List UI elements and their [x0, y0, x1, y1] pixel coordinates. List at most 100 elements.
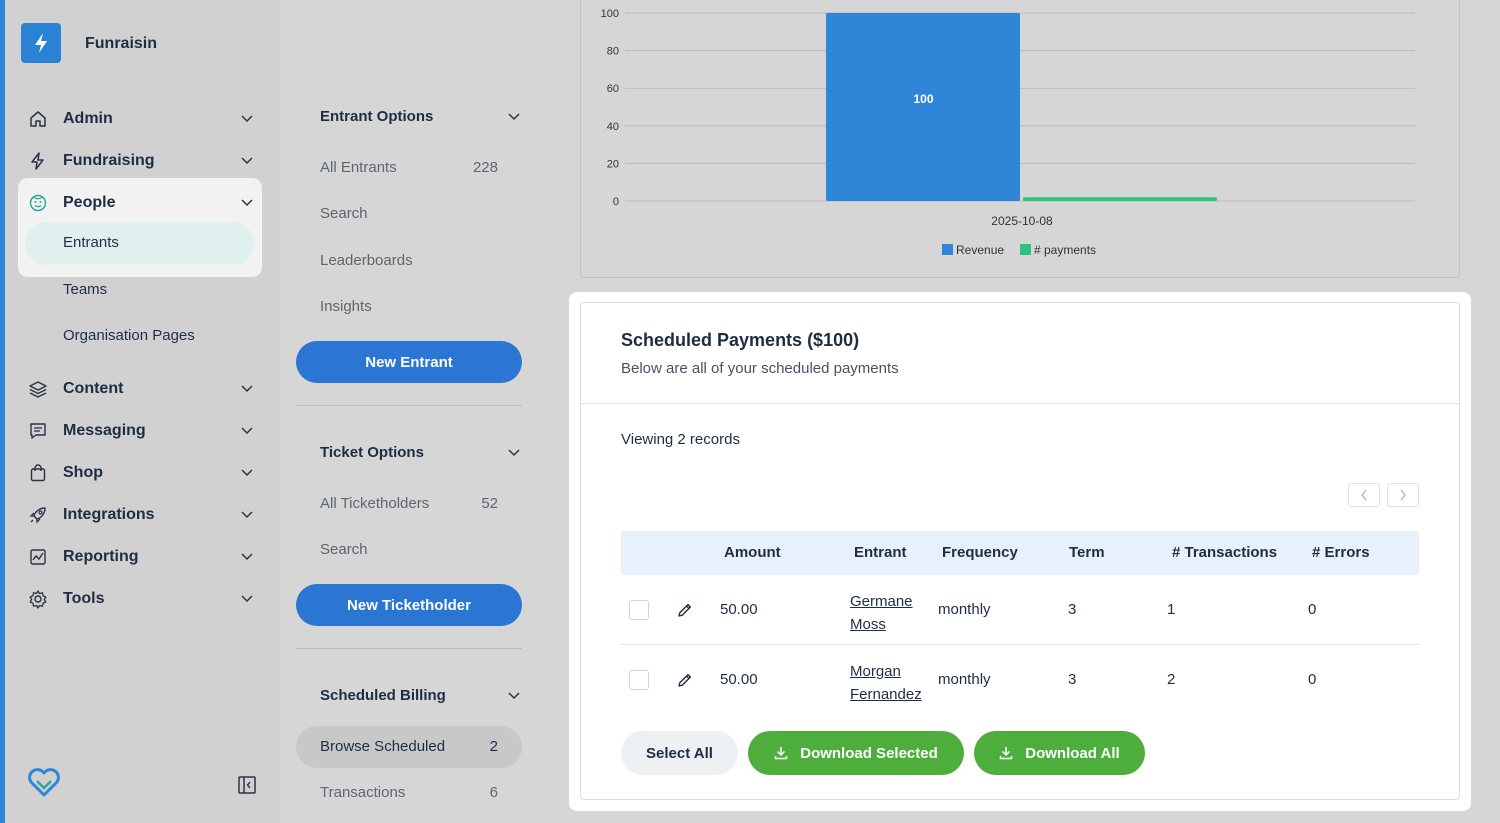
chevron-left-icon [1361, 489, 1367, 501]
download-selected-button[interactable]: Download Selected [748, 731, 964, 775]
sidebar-item-label: Tools [63, 590, 105, 607]
y-tick-label: 40 [607, 121, 619, 133]
card-subtitle: Below are all of your scheduled payments [621, 360, 899, 377]
mid-item-search[interactable]: Search [320, 205, 498, 222]
download-all-button[interactable]: Download All [974, 731, 1145, 775]
entrant-first-name: Morgan [850, 663, 901, 680]
sidebar-item-tools[interactable]: Tools [27, 586, 255, 612]
section-scheduled-billing[interactable]: Scheduled Billing [320, 687, 520, 704]
chevron-down-icon [508, 112, 520, 120]
mid-item-transactions[interactable]: Transactions 6 [320, 784, 498, 801]
active-sub-highlight [25, 222, 254, 265]
sidebar-item-reporting[interactable]: Reporting [27, 544, 255, 570]
face-icon [27, 192, 49, 214]
download-icon [1000, 747, 1013, 760]
entrant-first-name: Germane [850, 593, 913, 610]
sidebar-sub-teams[interactable]: Teams [63, 281, 108, 298]
gear-icon [27, 588, 49, 610]
bag-icon [27, 462, 49, 484]
bar-data-label: 100 [913, 92, 933, 106]
sidebar-item-people[interactable]: People [27, 190, 255, 216]
column-header-amount[interactable]: Amount [724, 544, 781, 561]
entrant-last-name: Fernandez [850, 686, 922, 703]
cell-amount: 50.00 [720, 601, 758, 618]
legend-label: # payments [1034, 243, 1096, 257]
chevron-down-icon [239, 153, 255, 169]
mid-item-label: Transactions [320, 784, 406, 801]
edit-icon[interactable] [677, 672, 693, 688]
column-header-entrant[interactable]: Entrant [854, 544, 907, 561]
secondary-nav: Entrant Options All Entrants 228 Search … [280, 0, 542, 823]
mid-item-label: Leaderboards [320, 252, 413, 269]
sidebar-item-messaging[interactable]: Messaging [27, 418, 255, 444]
y-tick-label: 80 [607, 46, 619, 58]
divider [296, 648, 522, 649]
sidebar-item-label: Reporting [63, 548, 139, 565]
section-title: Entrant Options [320, 108, 434, 125]
mid-item-all-entrants[interactable]: All Entrants 228 [320, 159, 498, 176]
cell-amount: 50.00 [720, 671, 758, 688]
x-tick-label: 2025-10-08 [991, 214, 1053, 228]
entrant-link[interactable]: Morgan Fernandez [850, 660, 922, 706]
sidebar-item-shop[interactable]: Shop [27, 460, 255, 486]
section-entrant-options[interactable]: Entrant Options [320, 108, 520, 125]
new-ticketholder-button[interactable]: New Ticketholder [296, 584, 522, 626]
mid-item-all-ticketholders[interactable]: All Ticketholders 52 [320, 495, 498, 512]
mid-item-insights[interactable]: Insights [320, 298, 498, 315]
sidebar-item-label: Shop [63, 464, 103, 481]
new-entrant-button[interactable]: New Entrant [296, 341, 522, 383]
scheduled-payments-card: Scheduled Payments ($100) Below are all … [580, 302, 1460, 800]
sidebar-item-admin[interactable]: Admin [27, 106, 255, 132]
mid-item-leaderboards[interactable]: Leaderboards [320, 252, 498, 269]
collapse-sidebar-icon[interactable] [237, 775, 257, 795]
y-tick-label: 0 [613, 196, 619, 208]
scheduled-payments-panel: Scheduled Payments ($100) Below are all … [569, 292, 1471, 811]
sidebar-item-label: Fundraising [63, 152, 155, 169]
sidebar-item-content[interactable]: Content [27, 376, 255, 402]
edit-icon[interactable] [677, 602, 693, 618]
bolt-icon [27, 150, 49, 172]
app-logo[interactable] [21, 23, 61, 63]
cell-frequency: monthly [938, 601, 991, 618]
column-header-errors[interactable]: # Errors [1312, 544, 1370, 561]
sidebar-item-label: People [63, 194, 116, 211]
chevron-down-icon [239, 507, 255, 523]
column-header-transactions[interactable]: # Transactions [1172, 544, 1278, 561]
divider [581, 403, 1459, 404]
column-header-term[interactable]: Term [1069, 544, 1105, 561]
table-header: Amount Entrant Frequency Term # Transact… [621, 531, 1419, 575]
table-row: 50.00 Germane Moss monthly 3 1 0 [621, 575, 1419, 645]
rocket-icon [27, 504, 49, 526]
mid-item-label: All Ticketholders [320, 495, 430, 512]
row-checkbox[interactable] [629, 600, 649, 620]
sidebar-item-integrations[interactable]: Integrations [27, 502, 255, 528]
row-checkbox[interactable] [629, 670, 649, 690]
sidebar-sub-organisation-pages[interactable]: Organisation Pages [63, 327, 195, 344]
sidebar-item-fundraising[interactable]: Fundraising [27, 148, 255, 174]
chart-icon [27, 546, 49, 568]
select-all-button[interactable]: Select All [621, 731, 738, 775]
chevron-down-icon [508, 691, 520, 699]
section-ticket-options[interactable]: Ticket Options [320, 444, 520, 461]
bar-payments [1023, 197, 1217, 201]
column-header-frequency[interactable]: Frequency [942, 544, 1018, 561]
mid-item-ticket-search[interactable]: Search [320, 541, 498, 558]
message-icon [27, 420, 49, 442]
revenue-chart-card: 100 80 60 40 20 0 100 2025-10-08 Revenue # paymen… [580, 0, 1460, 278]
mid-item-browse-scheduled[interactable]: Browse Scheduled 2 [320, 738, 498, 755]
legend-swatch [1020, 244, 1031, 255]
chevron-down-icon [239, 111, 255, 127]
sidebar-sub-entrants[interactable]: Entrants [63, 234, 119, 251]
sidebar: Funraisin Admin Fundraising People Entra… [5, 0, 280, 823]
mid-item-count: 6 [489, 784, 498, 801]
entrant-link[interactable]: Germane Moss [850, 590, 913, 636]
section-title: Scheduled Billing [320, 687, 446, 704]
chevron-down-icon [239, 423, 255, 439]
legend-swatch [942, 244, 953, 255]
pager-prev-button[interactable] [1348, 483, 1380, 507]
chevron-down-icon [239, 465, 255, 481]
pager-next-button[interactable] [1387, 483, 1419, 507]
mid-item-count: 228 [472, 159, 498, 176]
download-icon [774, 747, 788, 760]
mid-item-count: 2 [489, 738, 498, 755]
